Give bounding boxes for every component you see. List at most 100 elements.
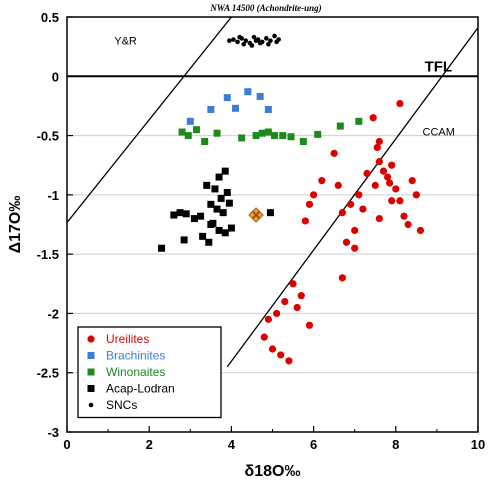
data-point (211, 185, 219, 193)
data-point (314, 130, 322, 138)
data-point (178, 128, 186, 136)
data-point (264, 128, 272, 136)
data-point (268, 38, 273, 44)
data-point (375, 214, 383, 223)
data-point (355, 191, 363, 199)
y-tick-label: 0 (52, 69, 59, 84)
data-point (268, 345, 277, 353)
data-point (223, 188, 231, 196)
data-point (248, 207, 264, 223)
data-points (158, 33, 425, 365)
data-point (396, 197, 404, 205)
data-point (404, 220, 412, 229)
data-point (158, 244, 166, 252)
data-point (369, 114, 377, 122)
legend-marker (87, 335, 95, 343)
y-tick-label: -0.5 (37, 129, 59, 144)
data-point (336, 122, 344, 130)
data-point (281, 297, 289, 306)
data-point (225, 199, 233, 207)
y-tick-label: 0.5 (41, 10, 59, 25)
data-point (266, 41, 271, 47)
data-point (213, 205, 221, 213)
data-point (207, 221, 215, 228)
data-point (238, 134, 246, 142)
data-point (170, 211, 178, 219)
x-tick-label: 0 (63, 437, 70, 452)
data-point (205, 238, 213, 246)
data-point (310, 191, 318, 199)
data-point (237, 34, 242, 40)
data-point (373, 143, 381, 152)
data-point (264, 315, 272, 323)
data-point (318, 177, 326, 185)
legend-label: Winonaites (106, 365, 165, 379)
data-point (388, 197, 396, 205)
data-point (197, 212, 205, 220)
data-point (219, 209, 227, 217)
data-point (243, 38, 249, 44)
data-point (277, 351, 285, 359)
y-tick-label: -1 (47, 188, 59, 203)
data-point (273, 309, 281, 318)
series-ureilites (260, 99, 425, 365)
data-point (375, 137, 383, 146)
data-point (271, 132, 279, 140)
data-point (386, 179, 394, 187)
data-point (264, 36, 269, 41)
yr-line-label: Y&R (114, 35, 137, 47)
data-point (338, 209, 346, 217)
series-winonaites (178, 117, 363, 145)
legend-marker (87, 368, 95, 376)
data-point (334, 181, 342, 189)
x-tick-label: 10 (471, 437, 485, 452)
data-point (274, 39, 279, 45)
legend-label: Acap-Lodran (106, 382, 175, 396)
data-point (260, 333, 268, 341)
data-point (192, 126, 200, 134)
data-point (299, 138, 307, 145)
x-tick-label: 6 (310, 437, 317, 452)
data-point (215, 226, 223, 234)
data-point (203, 181, 211, 189)
series-nwa-14500 (248, 207, 264, 223)
x-axis-label: δ18O‰ (245, 463, 301, 480)
data-point (396, 99, 404, 108)
data-point (227, 224, 235, 232)
legend-marker (87, 352, 95, 359)
data-point (355, 117, 363, 125)
data-point (201, 138, 209, 145)
data-point (199, 232, 207, 240)
legend-marker (87, 385, 95, 392)
legend-marker (88, 402, 94, 408)
data-point (383, 173, 392, 181)
legend-label: Ureilites (106, 332, 149, 346)
data-point (392, 185, 400, 193)
data-point (223, 94, 231, 102)
y-tick-label: -1.5 (37, 247, 59, 262)
data-point (363, 169, 371, 178)
data-point (252, 132, 260, 140)
data-point (346, 200, 355, 208)
data-point (176, 209, 184, 217)
data-point (182, 210, 190, 218)
data-point (256, 92, 264, 100)
data-point (416, 226, 425, 235)
tfl-line-label: TFL (425, 59, 453, 76)
data-point (232, 104, 240, 112)
data-point (184, 132, 192, 140)
axis-titles: δ18O‰ Δ17O‰ (7, 196, 300, 480)
reference-line-labels: Y&R TFL CCAM (114, 35, 455, 138)
legend-label: Brachinites (106, 349, 165, 363)
axis-tick-labels: 0 2 4 6 8 10 0.5 0 -0.5 -1 -1.5 -2 -2.5 -3 (37, 10, 486, 452)
data-point (221, 167, 229, 175)
data-point (279, 132, 287, 140)
data-point (400, 212, 408, 220)
x-tick-label: 8 (392, 437, 399, 452)
data-point (342, 238, 351, 246)
data-point (253, 38, 259, 44)
data-point (305, 200, 314, 208)
data-point (251, 34, 257, 40)
data-point (180, 236, 188, 244)
data-point (289, 280, 297, 288)
